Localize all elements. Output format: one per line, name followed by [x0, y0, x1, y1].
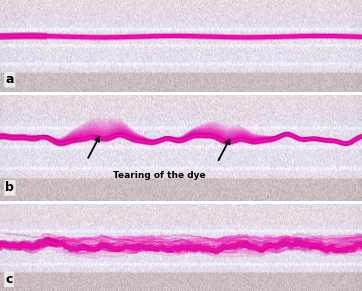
Text: b: b [5, 181, 14, 194]
Text: a: a [5, 73, 14, 86]
Text: Tearing of the dye: Tearing of the dye [113, 171, 206, 180]
Text: c: c [5, 273, 13, 286]
